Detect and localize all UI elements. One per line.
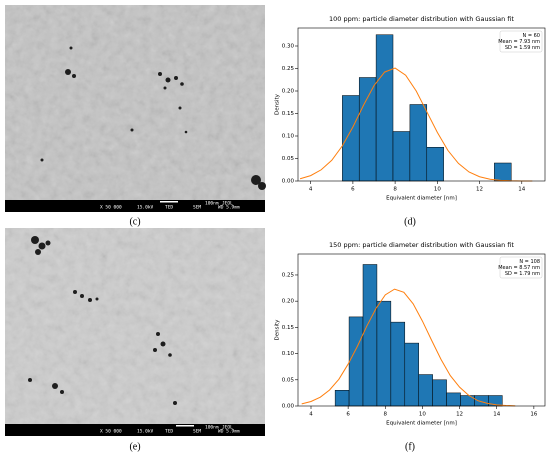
maker: JEOL (222, 425, 233, 431)
detector: TED (165, 429, 173, 435)
y-tick-label: 0.10 (282, 351, 295, 357)
y-tick-label: 0.30 (282, 44, 295, 50)
sem-bar-text: X 50 000 15.0kV TED SEM WD 5.9mm 100nm J… (100, 201, 240, 211)
histogram-bar (334, 390, 350, 407)
panel-label: (d) (404, 216, 416, 227)
annotation: N = 108 (519, 259, 540, 265)
gaussian-fit (299, 67, 533, 182)
x-tick-label: 6 (351, 187, 355, 193)
working-distance: WD 5.9mm (218, 205, 240, 211)
x-tick-label: 4 (309, 187, 313, 193)
y-tick-label: 0.25 (282, 272, 295, 278)
plot-frame (297, 27, 546, 182)
y-tick-label: 0.05 (282, 377, 295, 383)
panel-label: (f) (405, 441, 415, 452)
chart: 100 ppm: particle diameter distribution … (275, 15, 546, 202)
x-tick-label: 16 (530, 412, 537, 418)
mode: SEM (193, 205, 201, 211)
y-tick-label: 0.00 (282, 179, 295, 185)
x-tick-label: 12 (456, 412, 463, 418)
magnification: X 50 000 (100, 429, 122, 435)
histogram-bar (418, 374, 433, 407)
annotation: N = 60 (523, 33, 540, 39)
x-tick-label: 14 (493, 412, 500, 418)
gaussian-fit (301, 288, 516, 407)
histogram-bar (362, 264, 378, 407)
y-tick-label: 0.05 (282, 156, 295, 162)
working-distance: WD 5.9mm (218, 429, 240, 435)
y-tick-label: 0.25 (282, 66, 295, 72)
y-tick-label: 0.20 (282, 299, 295, 305)
annotation: Mean = 8.57 nm (498, 265, 540, 271)
histogram-bar (342, 95, 360, 182)
voltage: 15.0kV (137, 205, 154, 211)
x-tick-label: 8 (393, 187, 397, 193)
sem-bar-text: X 50 000 15.0kV TED SEM WD 5.9mm 100nm J… (100, 425, 240, 435)
x-tick-label: 12 (476, 187, 483, 193)
panel-label: (e) (129, 441, 140, 452)
scale: 100nm (205, 425, 219, 431)
y-tick-label: 0.20 (282, 89, 295, 95)
y-tick-label: 0.15 (282, 325, 295, 331)
y-tick-label: 0.00 (282, 404, 295, 410)
x-tick-label: 14 (518, 187, 525, 193)
x-axis-label: Equivalent diameter [nm] (386, 196, 457, 202)
sem-image (5, 5, 266, 212)
histogram-bar (358, 77, 377, 182)
y-tick-label: 0.15 (282, 111, 295, 117)
histogram-bar (392, 131, 411, 182)
voltage: 15.0kV (137, 429, 154, 435)
detector: TED (165, 205, 173, 211)
sem-image (5, 228, 265, 436)
maker: JEOL (222, 201, 233, 207)
plot-frame (297, 253, 546, 407)
annotation: Mean = 7.93 nm (498, 39, 540, 45)
x-tick-label: 10 (419, 412, 426, 418)
x-tick-label: 10 (434, 187, 441, 193)
histogram-bar (446, 392, 461, 407)
x-tick-label: 4 (309, 412, 313, 418)
x-axis-label: Equivalent diameter [nm] (386, 421, 457, 427)
chart: 150 ppm: particle diameter distribution … (275, 241, 546, 427)
y-tick-label: 0.10 (282, 134, 295, 140)
magnification: X 50 000 (100, 205, 122, 211)
y-axis-label: Density (275, 93, 281, 115)
histogram-bar (432, 379, 447, 407)
histogram-bar (390, 321, 406, 407)
chart-title: 100 ppm: particle diameter distribution … (329, 15, 514, 23)
mode: SEM (193, 429, 201, 435)
histogram-bar (409, 104, 428, 182)
histogram-bar (494, 162, 512, 182)
histogram-bar (348, 316, 364, 407)
annotation: SD = 1.59 nm (505, 45, 540, 51)
x-tick-label: 8 (384, 412, 388, 418)
histogram-bar (426, 147, 444, 182)
panel-label: (c) (129, 216, 140, 227)
annotation-box (499, 256, 543, 279)
y-axis-label: Density (275, 319, 281, 341)
histogram-bar (376, 300, 392, 407)
scale: 100nm (205, 201, 219, 207)
annotation-box (499, 30, 543, 53)
histogram-bar (375, 34, 394, 182)
annotation: SD = 1.79 nm (505, 271, 540, 277)
x-tick-label: 6 (346, 412, 350, 418)
histogram-bar (404, 342, 419, 407)
chart-title: 150 ppm: particle diameter distribution … (329, 241, 514, 249)
histogram-bar (474, 395, 489, 407)
